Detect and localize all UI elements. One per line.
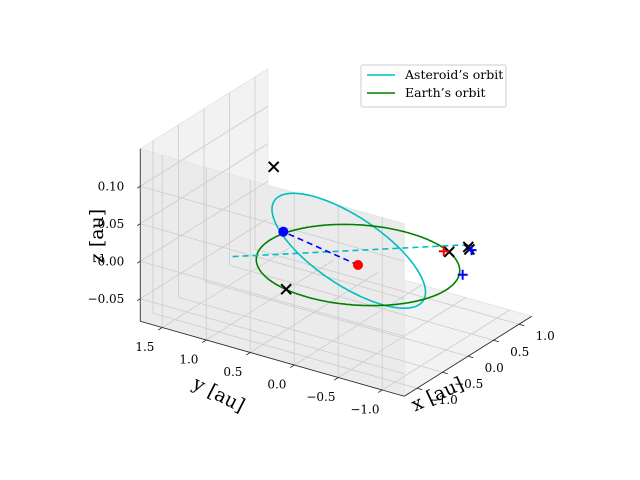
z-tick-label: −0.05 bbox=[88, 292, 125, 306]
grid-line-x bbox=[254, 248, 520, 325]
marker-x bbox=[280, 283, 292, 295]
y-tick-label: −1.0 bbox=[350, 403, 379, 417]
y-tick-mark bbox=[245, 352, 251, 356]
z-axis-label: z [au] bbox=[86, 209, 108, 263]
grid-lines bbox=[140, 76, 520, 391]
marker-dot bbox=[278, 226, 289, 237]
grid-line-x bbox=[203, 280, 469, 357]
tick-labels: −1.0−0.50.00.51.0−1.0−0.50.00.51.01.5−0.… bbox=[88, 179, 555, 416]
z-tick-mark bbox=[136, 223, 141, 227]
marker-dot bbox=[353, 260, 363, 270]
grid-line-z bbox=[140, 218, 268, 300]
x-tick-label: 0.5 bbox=[510, 345, 529, 359]
x-tick-label: 1.0 bbox=[536, 329, 555, 343]
y-axis-line bbox=[140, 320, 405, 397]
z-tick-mark bbox=[136, 260, 141, 264]
grid-line-z bbox=[140, 143, 268, 225]
y-tick-mark bbox=[157, 327, 163, 331]
z-tick-mark bbox=[136, 185, 141, 189]
data-series bbox=[229, 192, 469, 310]
x-tick-label: −1.0 bbox=[429, 393, 458, 407]
z-tick-label: 0.00 bbox=[98, 254, 125, 268]
sun-earth-line bbox=[282, 230, 359, 266]
grid-line-z bbox=[140, 260, 405, 337]
grid-line-y bbox=[338, 297, 466, 378]
z-tick-label: 0.10 bbox=[98, 179, 125, 193]
y-tick-label: 1.5 bbox=[135, 340, 154, 354]
grid-line-z bbox=[140, 185, 405, 262]
grid-line-x bbox=[152, 312, 418, 389]
y-tick-mark bbox=[333, 377, 339, 381]
y-tick-mark bbox=[201, 339, 207, 343]
y-tick-label: −0.5 bbox=[306, 390, 335, 404]
marker-plus bbox=[438, 246, 449, 257]
x-tick-mark bbox=[442, 371, 448, 375]
grid-line-y bbox=[206, 259, 334, 341]
grid-line-y bbox=[382, 309, 510, 391]
y-tick-label: 0.5 bbox=[223, 365, 242, 379]
series-line-1 bbox=[255, 223, 461, 307]
grid-line-x bbox=[229, 264, 494, 341]
grid-line-y bbox=[162, 247, 290, 328]
axis-panes bbox=[139, 67, 534, 397]
x-tick-label: 0.0 bbox=[485, 361, 504, 375]
marker-plus bbox=[466, 245, 477, 256]
grid-line-z bbox=[140, 180, 268, 262]
grid-line-x bbox=[178, 296, 443, 373]
data-markers bbox=[267, 161, 477, 295]
x-tick-mark bbox=[467, 355, 474, 359]
x-tick-mark bbox=[518, 323, 525, 327]
y-tick-mark bbox=[289, 364, 295, 368]
grid-line-z bbox=[140, 298, 405, 375]
legend-label-asteroid: Asteroid’s orbit bbox=[404, 67, 503, 82]
grid-line-y bbox=[250, 272, 378, 353]
grid-line-z bbox=[140, 105, 268, 187]
y-tick-label: 0.0 bbox=[267, 378, 286, 392]
y-tick-mark bbox=[377, 389, 383, 393]
legend-label-earth: Earth’s orbit bbox=[405, 85, 486, 100]
x-tick-mark bbox=[416, 387, 423, 391]
x-tick-label: −0.5 bbox=[454, 377, 483, 391]
marker-plus bbox=[457, 269, 468, 280]
marker-x bbox=[267, 161, 280, 173]
z-tick-mark bbox=[136, 298, 141, 302]
x-tick-mark bbox=[493, 339, 499, 343]
z-tick-label: 0.05 bbox=[98, 217, 125, 231]
legend: Asteroid’s orbit Earth’s orbit bbox=[360, 64, 507, 108]
marker-x bbox=[443, 246, 455, 258]
grid-line-z bbox=[140, 223, 405, 300]
y-tick-label: 1.0 bbox=[179, 353, 198, 367]
legend-box bbox=[360, 64, 507, 108]
grid-line-y bbox=[294, 284, 422, 366]
